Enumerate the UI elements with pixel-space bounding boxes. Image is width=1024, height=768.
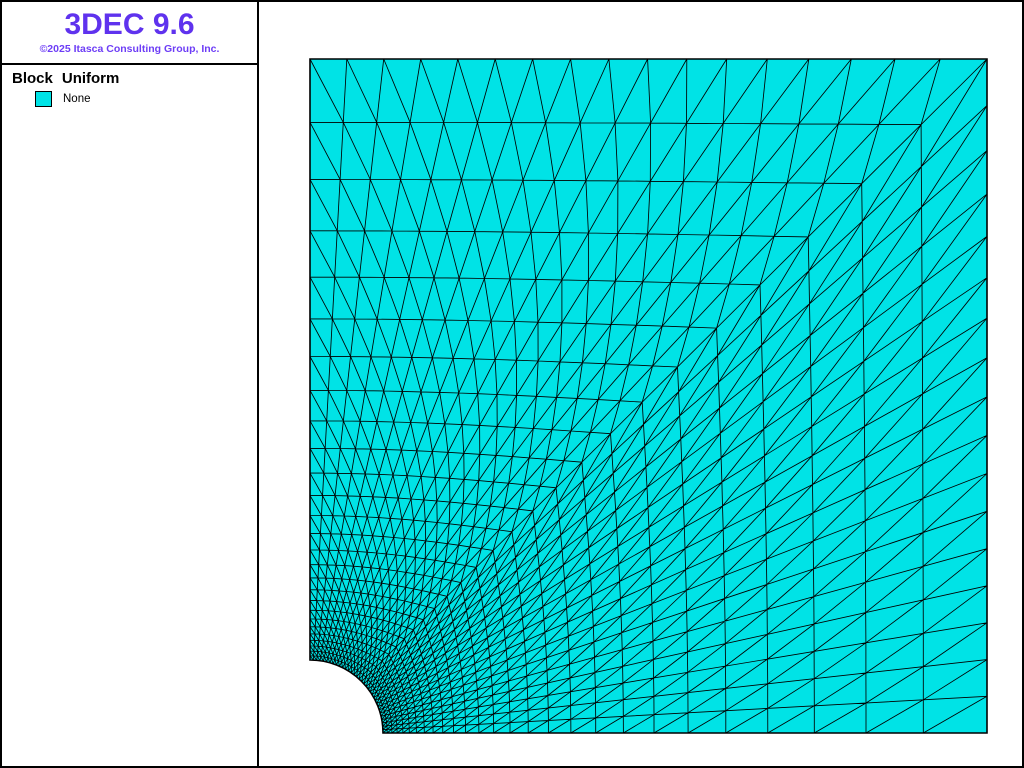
legend-title: Block Uniform xyxy=(12,70,257,87)
legend-color-swatch xyxy=(35,91,52,107)
app-copyright: ©2025 Itasca Consulting Group, Inc. xyxy=(39,43,220,55)
sidebar-divider xyxy=(2,63,257,65)
mesh-outline xyxy=(309,58,988,734)
sidebar: 3DEC 9.6 ©2025 Itasca Consulting Group, … xyxy=(2,2,259,766)
legend-attribute-label: Uniform xyxy=(61,70,120,87)
legend-entry-none: None xyxy=(35,91,257,107)
legend-entry-label: None xyxy=(63,93,91,105)
legend-group-label: Block xyxy=(12,70,53,87)
legend: Block Uniform None xyxy=(2,70,257,107)
app-title: 3DEC 9.6 xyxy=(64,8,195,41)
